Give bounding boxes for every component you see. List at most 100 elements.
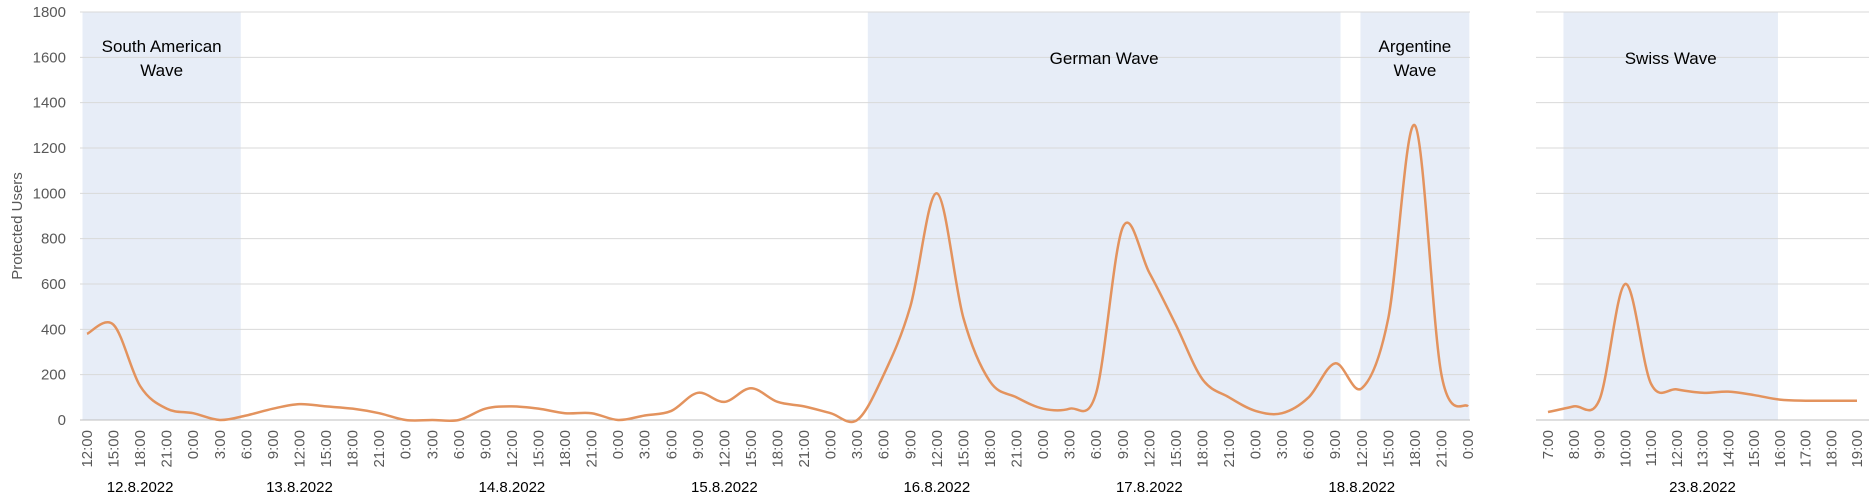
x-tick-label: 10:00	[1617, 430, 1634, 468]
x-tick-label: 3:00	[1062, 430, 1079, 459]
x-tick-label: 18:00	[982, 430, 999, 468]
x-tick-label: 9:00	[902, 430, 919, 459]
x-tick-label: 6:00	[876, 430, 893, 459]
date-label: 23.8.2022	[1669, 479, 1736, 496]
x-tick-label: 15:00	[1168, 430, 1185, 468]
x-tick-label: 15:00	[530, 430, 547, 468]
y-tick-label: 1400	[33, 95, 66, 112]
wave-band	[1563, 12, 1778, 420]
x-tick-label: 0:00	[823, 430, 840, 459]
x-tick-label: 6:00	[1301, 430, 1318, 459]
lines	[86, 124, 1857, 424]
x-tick-label: 3:00	[424, 430, 441, 459]
x-tick-label: 18:00	[345, 430, 362, 468]
x-tick-label: 17:00	[1798, 430, 1815, 468]
x-tick-label: 12:00	[1354, 430, 1371, 468]
x-tick-label: 12:00	[716, 430, 733, 468]
x-tick-label: 15:00	[106, 430, 123, 468]
y-tick-label: 400	[41, 321, 66, 338]
x-tick-label: 0:00	[398, 430, 415, 459]
x-tick-label: 21:00	[1221, 430, 1238, 468]
data-line	[1547, 282, 1857, 414]
x-tick-label: 0:00	[610, 430, 627, 459]
x-tick-label: 0:00	[1248, 430, 1265, 459]
y-tick-label: 1600	[33, 49, 66, 66]
x-tick-label: 18:00	[1194, 430, 1211, 468]
x-tick-label: 0:00	[185, 430, 202, 459]
x-tick-label: 14:00	[1720, 430, 1737, 468]
x-tick-label: 18:00	[557, 430, 574, 468]
y-tick-label: 200	[41, 367, 66, 384]
x-tick-label: 15:00	[743, 430, 760, 468]
x-tick-label: 19:00	[1849, 430, 1866, 468]
x-tick-label: 12:00	[79, 430, 96, 468]
x-tick-label: 9:00	[1592, 430, 1609, 459]
band-label: Wave	[1393, 61, 1436, 80]
x-tick-label: 9:00	[1327, 430, 1344, 459]
x-tick-label: 21:00	[159, 430, 176, 468]
date-label: 17.8.2022	[1116, 479, 1183, 496]
x-tick-label: 21:00	[371, 430, 388, 468]
x-tick-label: 12:00	[504, 430, 521, 468]
x-tick-label: 11:00	[1643, 430, 1660, 466]
date-label: 18.8.2022	[1328, 479, 1395, 496]
band-label: Swiss Wave	[1625, 49, 1717, 68]
wave-band	[1360, 12, 1470, 420]
x-tick-label: 12:00	[291, 430, 308, 468]
x-tick-label: 18:00	[1407, 430, 1424, 468]
x-tick-label: 12:00	[1669, 430, 1686, 468]
date-label: 12.8.2022	[107, 479, 174, 496]
x-tick-label: 12:00	[1141, 430, 1158, 468]
date-label: 13.8.2022	[266, 479, 333, 496]
date-label: 14.8.2022	[479, 479, 546, 496]
x-tick-label: 18:00	[1823, 430, 1840, 468]
x-tick-label: 13:00	[1695, 430, 1712, 468]
band-label: Argentine	[1378, 37, 1451, 56]
labels: South American Wave German Wave Argentine Wa…	[33, 4, 1866, 496]
x-tick-label: 9:00	[690, 430, 707, 459]
date-label: 16.8.2022	[903, 479, 970, 496]
grid	[80, 11, 1869, 421]
x-tick-label: 0:00	[1460, 430, 1477, 459]
y-axis-label: Protected Users	[9, 172, 26, 280]
x-tick-label: 21:00	[1433, 430, 1450, 468]
data-line	[86, 124, 1469, 424]
x-tick-label: 6:00	[663, 430, 680, 459]
wave-band	[82, 12, 241, 420]
y-tick-label: 0	[58, 412, 66, 429]
x-tick-label: 15:00	[1746, 430, 1763, 468]
x-tick-label: 6:00	[238, 430, 255, 459]
band-label: German Wave	[1050, 49, 1159, 68]
y-tick-label: 1000	[33, 185, 66, 202]
y-tick-label: 1800	[33, 4, 66, 21]
x-tick-label: 7:00	[1540, 430, 1557, 459]
x-tick-label: 15:00	[318, 430, 335, 468]
x-tick-label: 15:00	[1380, 430, 1397, 468]
bands	[82, 12, 1778, 420]
y-tick-label: 1200	[33, 140, 66, 157]
y-tick-label: 600	[41, 276, 66, 293]
wave-band	[867, 12, 1341, 420]
x-tick-label: 8:00	[1566, 430, 1583, 459]
date-label: 15.8.2022	[691, 479, 758, 496]
x-tick-label: 3:00	[212, 430, 229, 459]
x-tick-label: 9:00	[265, 430, 282, 459]
x-tick-label: 0:00	[1035, 430, 1052, 459]
x-tick-label: 6:00	[1088, 430, 1105, 459]
x-tick-label: 12:00	[929, 430, 946, 468]
x-tick-label: 21:00	[1009, 430, 1026, 468]
x-tick-label: 18:00	[132, 430, 149, 468]
y-tick-label: 800	[41, 231, 66, 248]
x-tick-label: 3:00	[1274, 430, 1291, 459]
x-tick-label: 9:00	[1115, 430, 1132, 459]
band-label: South American	[102, 37, 222, 56]
x-tick-label: 9:00	[477, 430, 494, 459]
x-tick-label: 6:00	[451, 430, 468, 459]
x-tick-label: 21:00	[796, 430, 813, 468]
x-tick-label: 3:00	[637, 430, 654, 459]
x-tick-label: 15:00	[955, 430, 972, 468]
x-tick-label: 3:00	[849, 430, 866, 459]
x-tick-label: 21:00	[584, 430, 601, 468]
band-label: Wave	[140, 61, 183, 80]
